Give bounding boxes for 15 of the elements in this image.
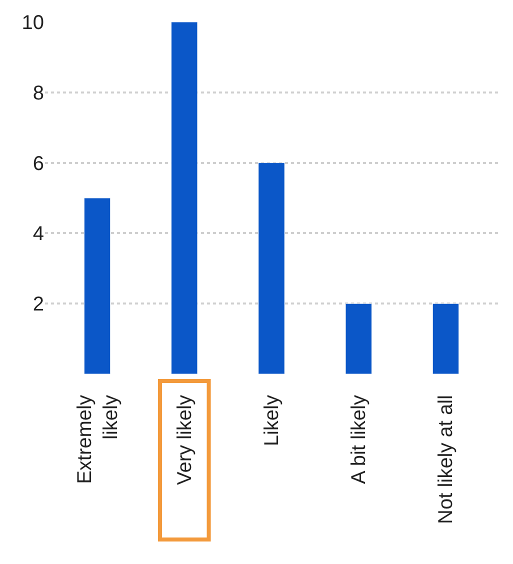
y-tick-label: 6 [32,152,44,175]
y-tick-label: 2 [32,294,44,316]
bar [84,198,111,374]
bar [171,22,198,374]
x-tick-label: Extremely likely [74,395,122,484]
bar [345,303,372,374]
bar [258,162,285,374]
y-tick-label: 4 [32,223,44,246]
x-tick-label: Likely [261,395,283,446]
x-tick-label: Not likely at all [435,395,458,524]
y-tick-label: 8 [32,82,44,104]
x-tick-label: A bit likely [348,395,370,484]
x-tick-label: Very likely [174,395,196,486]
bar [432,303,460,374]
y-tick-label: 10 [22,12,44,34]
